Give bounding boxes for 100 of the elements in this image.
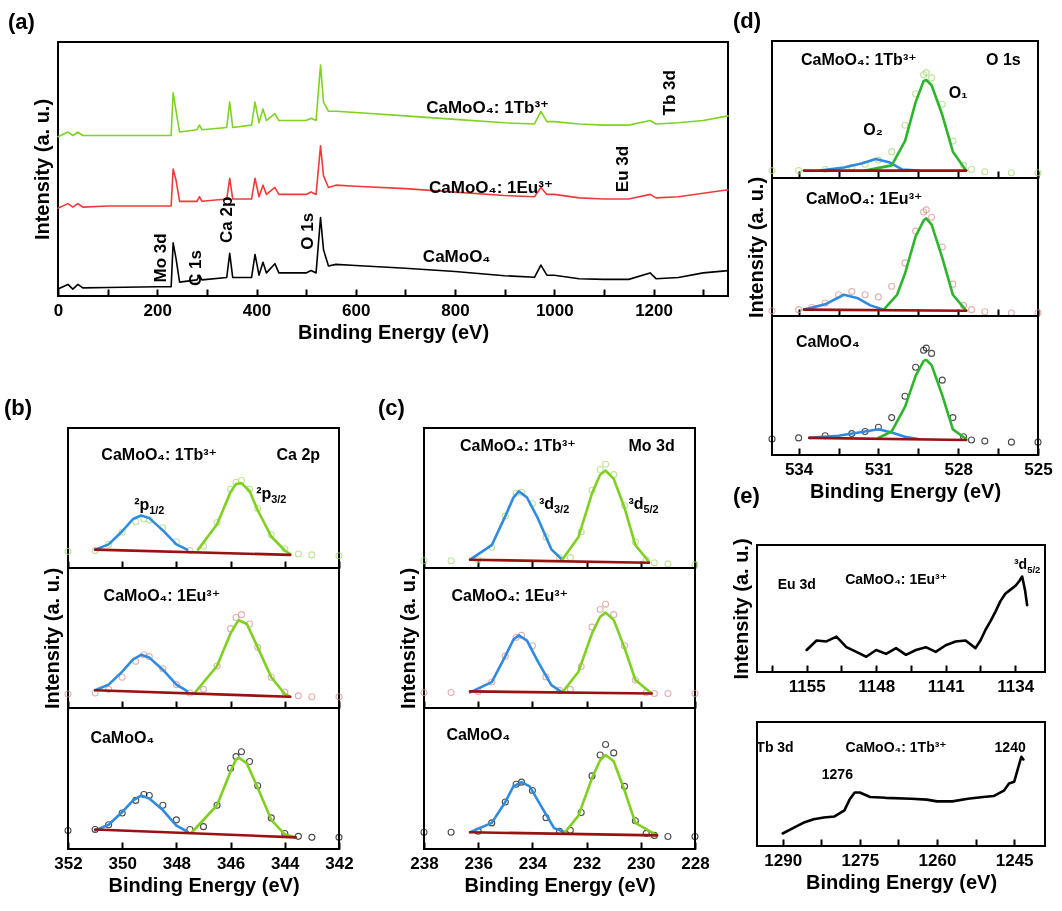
annotation: O 1s — [297, 212, 317, 250]
point — [596, 605, 604, 614]
point — [631, 676, 639, 684]
point — [308, 833, 316, 841]
point — [501, 512, 509, 520]
point — [938, 100, 946, 108]
point — [596, 751, 604, 759]
point — [874, 156, 882, 164]
point — [105, 540, 113, 548]
point — [227, 485, 235, 493]
annotation: Eu 3d — [612, 145, 632, 193]
x-tick-label: 1200 — [635, 300, 673, 320]
annotation: Mo 3d — [150, 233, 170, 283]
x-tick-label: 525 — [1024, 459, 1053, 479]
point — [118, 528, 126, 536]
point — [132, 796, 140, 804]
point — [237, 611, 245, 619]
point — [474, 827, 482, 835]
point — [237, 748, 245, 756]
point — [981, 168, 989, 176]
point — [267, 531, 275, 539]
point — [768, 167, 776, 175]
point — [610, 471, 618, 479]
chart-title: (b) — [4, 395, 33, 420]
point — [861, 291, 869, 299]
point — [213, 518, 221, 527]
point — [938, 376, 946, 384]
text: O 1s — [986, 51, 1021, 69]
annotation: 1276 — [821, 765, 854, 782]
x-tick-label: 1260 — [918, 850, 957, 870]
point — [232, 478, 240, 486]
point — [91, 826, 99, 834]
point — [145, 653, 153, 661]
x-tick-label: 0 — [53, 300, 64, 320]
point — [631, 817, 639, 825]
x-axis-title: Binding Energy (eV) — [809, 479, 1002, 502]
point — [602, 600, 610, 608]
point — [308, 551, 316, 559]
point — [335, 833, 343, 841]
point — [447, 557, 455, 565]
point — [874, 293, 882, 301]
point — [981, 308, 989, 316]
point — [620, 642, 629, 650]
point — [596, 465, 604, 474]
point — [294, 692, 302, 700]
point — [335, 693, 343, 701]
point — [912, 90, 920, 98]
point — [888, 282, 896, 290]
point — [664, 560, 672, 568]
point — [420, 557, 428, 565]
point — [542, 814, 550, 822]
annotation: Tb 3d — [659, 70, 679, 116]
text: CaMoO₄: 1Tb³⁺ — [460, 437, 576, 455]
text: CaMoO₄: 1Eu³⁺ — [805, 189, 923, 207]
point — [528, 500, 536, 508]
point — [105, 685, 113, 693]
x-tick-label: 600 — [342, 300, 371, 320]
x-tick-label: 800 — [441, 300, 470, 320]
text: CaMoO₄: 1Eu³⁺ — [103, 587, 221, 604]
point — [577, 528, 585, 536]
x-tick-label: 344 — [271, 853, 301, 873]
point — [566, 554, 574, 562]
chart-title: (a) — [8, 9, 35, 34]
point — [512, 489, 520, 497]
point — [237, 476, 245, 485]
chart-title: (e) — [733, 482, 760, 508]
point — [848, 288, 856, 296]
annotation: O₁ — [948, 84, 969, 102]
point — [91, 689, 99, 697]
x-tick-label: 230 — [627, 853, 656, 873]
y-axis-title: Intensity (a. u.) — [40, 567, 63, 710]
point — [254, 643, 262, 651]
point — [577, 808, 585, 816]
point — [577, 662, 585, 671]
point — [888, 414, 896, 422]
point — [795, 434, 803, 442]
point — [691, 689, 699, 698]
x-tick-label: 348 — [162, 853, 192, 873]
x-tick-label: 352 — [54, 853, 83, 873]
point — [602, 460, 610, 468]
point — [335, 552, 343, 560]
point — [140, 791, 148, 799]
point — [140, 651, 148, 659]
chart-title: (c) — [378, 395, 405, 420]
point — [650, 559, 658, 567]
x-tick-label: 1148 — [858, 676, 896, 696]
point — [912, 227, 920, 235]
point — [172, 816, 180, 824]
point — [901, 259, 909, 267]
x-tick-label: 232 — [572, 853, 602, 873]
point — [602, 741, 610, 749]
text: CaMoO₄: 1Tb³⁺ — [845, 738, 947, 755]
point — [199, 823, 208, 831]
point — [861, 160, 869, 168]
point — [132, 518, 140, 526]
text: CaMoO₄ — [446, 725, 511, 743]
point — [664, 832, 672, 841]
x-tick-label: 1290 — [764, 850, 803, 870]
point — [488, 543, 496, 551]
point — [949, 137, 957, 145]
